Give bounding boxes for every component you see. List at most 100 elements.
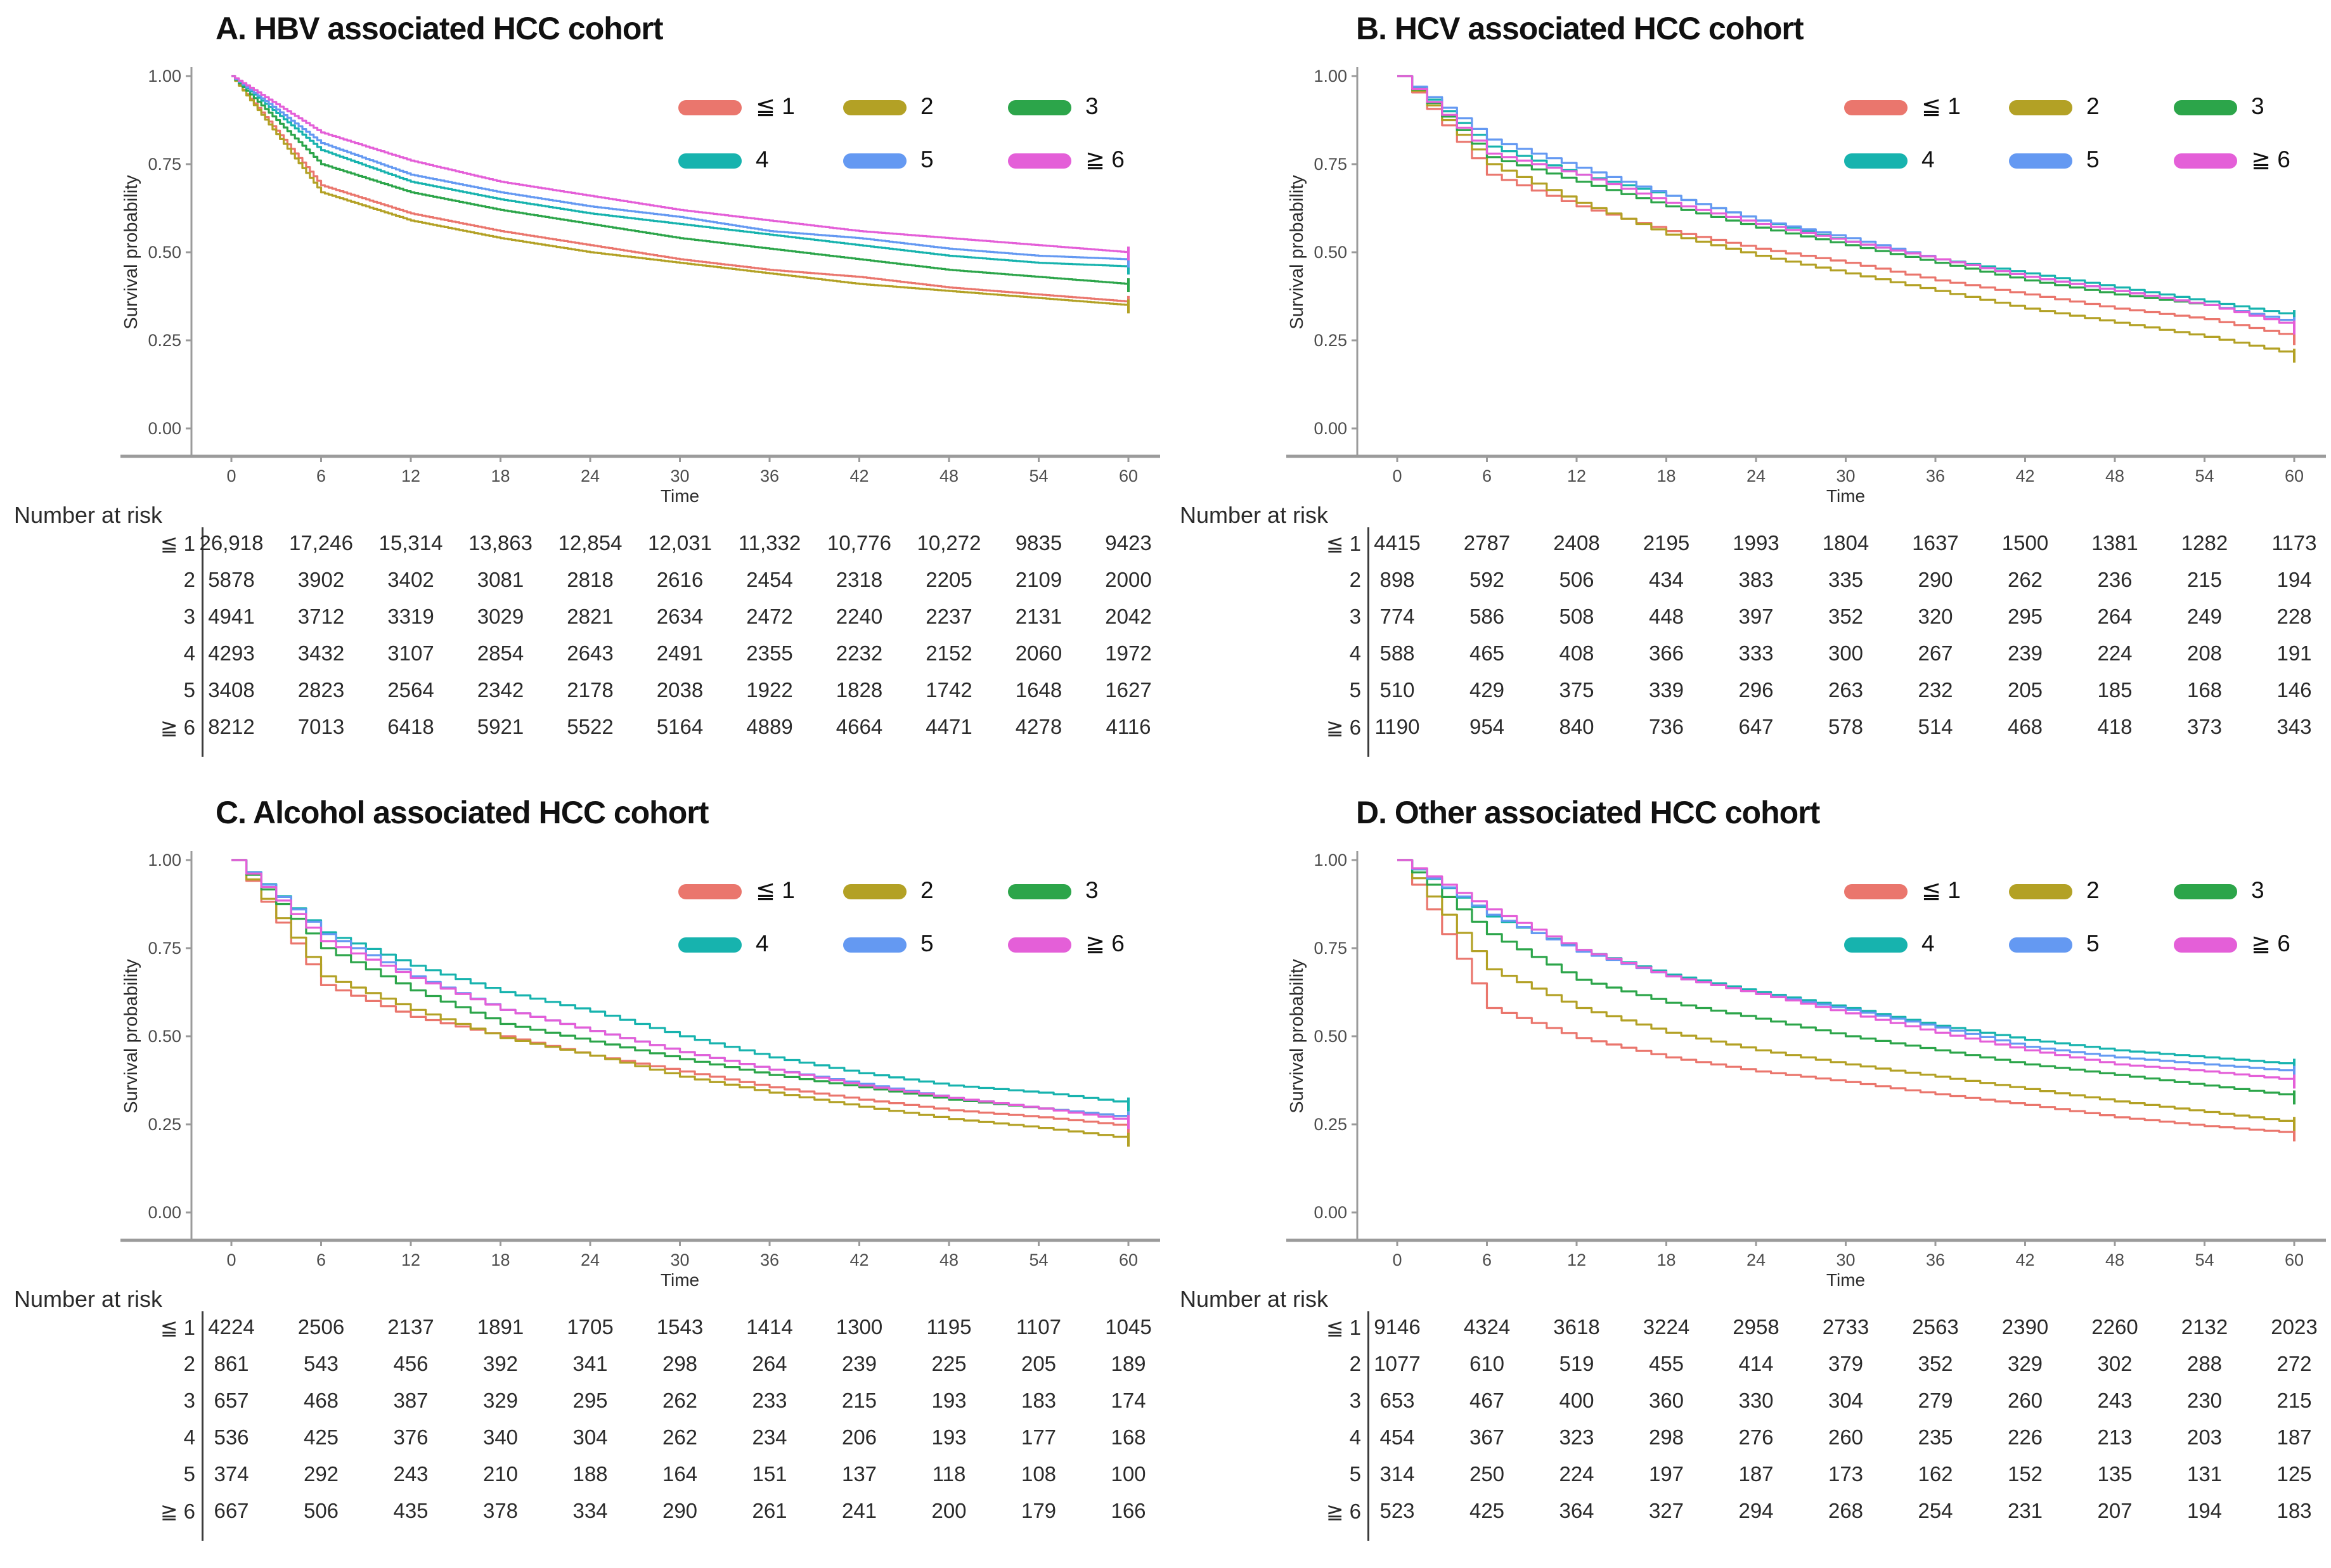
risk-count: 2042 bbox=[1105, 605, 1152, 628]
risk-count: 320 bbox=[1918, 605, 1953, 628]
risk-count: 205 bbox=[1021, 1352, 1057, 1375]
risk-row-label: 2 bbox=[1349, 568, 1361, 591]
risk-count: 1282 bbox=[2181, 531, 2228, 555]
risk-count: 335 bbox=[1828, 568, 1864, 591]
risk-count: 164 bbox=[662, 1462, 698, 1486]
risk-count: 592 bbox=[1469, 568, 1505, 591]
x-tick-label: 6 bbox=[316, 466, 326, 485]
risk-row-label: ≧ 6 bbox=[160, 1500, 195, 1523]
legend-label-4: 4 bbox=[756, 146, 769, 172]
risk-count: 418 bbox=[2097, 715, 2133, 738]
legend-swatch-6 bbox=[1008, 153, 1071, 169]
risk-count: 5522 bbox=[567, 715, 614, 738]
y-tick-label: 0.50 bbox=[148, 1027, 181, 1046]
legend-swatch-2 bbox=[843, 100, 907, 115]
risk-count: 194 bbox=[2186, 1499, 2223, 1522]
risk-count: 243 bbox=[393, 1462, 429, 1486]
risk-count: 189 bbox=[1111, 1352, 1146, 1375]
risk-count: 26,918 bbox=[199, 531, 264, 555]
risk-count: 2821 bbox=[567, 605, 614, 628]
survival-curve-5 bbox=[231, 75, 1130, 260]
risk-count: 435 bbox=[393, 1499, 429, 1522]
legend-swatch-5 bbox=[2009, 937, 2072, 953]
risk-count: 364 bbox=[1559, 1499, 1594, 1522]
x-tick-label: 24 bbox=[1747, 466, 1766, 485]
x-tick-label: 0 bbox=[226, 1250, 236, 1269]
risk-count: 304 bbox=[572, 1425, 608, 1449]
legend-label-1: ≦ 1 bbox=[1921, 93, 1961, 119]
x-tick-label: 6 bbox=[1482, 1250, 1492, 1269]
risk-count: 667 bbox=[214, 1499, 249, 1522]
x-tick-label: 42 bbox=[2015, 1250, 2034, 1269]
risk-count: 1891 bbox=[477, 1315, 524, 1339]
risk-table-hbv: ≦ 1 26,918 17,246 15,314 13,863 12,854 12,031 1… bbox=[120, 527, 1163, 762]
risk-count: 2390 bbox=[2001, 1315, 2049, 1339]
risk-count: 1972 bbox=[1105, 641, 1152, 665]
y-tick-label: 0.75 bbox=[1314, 155, 1347, 174]
risk-count: 333 bbox=[1738, 641, 1774, 665]
risk-count: 647 bbox=[1738, 715, 1774, 738]
risk-count: 330 bbox=[1738, 1389, 1774, 1412]
risk-row-label: 3 bbox=[183, 1389, 195, 1412]
risk-count: 215 bbox=[2186, 568, 2223, 591]
risk-count: 1500 bbox=[2001, 531, 2049, 555]
risk-count: 263 bbox=[1828, 678, 1864, 702]
x-tick-label: 48 bbox=[940, 1250, 959, 1269]
risk-count: 861 bbox=[214, 1352, 249, 1375]
risk-row-label: 5 bbox=[183, 1462, 195, 1486]
survival-curve-2 bbox=[1397, 859, 2295, 1123]
risk-row-label: 2 bbox=[1349, 1352, 1361, 1375]
x-tick-label: 54 bbox=[2195, 466, 2214, 485]
risk-count: 4941 bbox=[208, 605, 255, 628]
legend-label-3: 3 bbox=[2251, 93, 2264, 119]
risk-row-label: ≦ 1 bbox=[160, 532, 195, 555]
risk-count: 272 bbox=[2276, 1352, 2312, 1375]
legend-swatch-3 bbox=[1008, 100, 1071, 115]
risk-row-label: 2 bbox=[183, 568, 195, 591]
y-tick-label: 0.00 bbox=[1314, 1203, 1347, 1222]
x-tick-label: 18 bbox=[491, 1250, 510, 1269]
risk-count: 151 bbox=[752, 1462, 787, 1486]
x-axis-title: Time bbox=[1826, 486, 1865, 504]
risk-count: 4293 bbox=[208, 641, 255, 665]
risk-count: 2000 bbox=[1105, 568, 1152, 591]
risk-table-other: ≦ 1 9146 4324 3618 3224 2958 2733 2563 2390 2260 2… bbox=[1286, 1311, 2329, 1546]
legend-swatch-1 bbox=[1844, 884, 1908, 899]
risk-count: 2733 bbox=[1822, 1315, 1869, 1339]
risk-count: 425 bbox=[303, 1425, 339, 1449]
legend-label-6: ≧ 6 bbox=[2251, 146, 2290, 172]
risk-count: 295 bbox=[572, 1389, 608, 1412]
risk-count: 225 bbox=[931, 1352, 967, 1375]
risk-count: 260 bbox=[1828, 1425, 1864, 1449]
risk-count: 898 bbox=[1379, 568, 1415, 591]
legend-label-5: 5 bbox=[2086, 930, 2100, 956]
x-tick-label: 24 bbox=[581, 1250, 600, 1269]
risk-count: 508 bbox=[1559, 605, 1594, 628]
risk-count: 131 bbox=[2186, 1462, 2223, 1486]
risk-count: 230 bbox=[2186, 1389, 2223, 1412]
risk-count: 1828 bbox=[836, 678, 883, 702]
x-tick-label: 48 bbox=[2105, 1250, 2124, 1269]
x-tick-label: 0 bbox=[226, 466, 236, 485]
risk-count: 250 bbox=[1469, 1462, 1505, 1486]
risk-count: 290 bbox=[662, 1499, 698, 1522]
y-axis-title: Survival probability bbox=[1287, 175, 1307, 330]
y-axis-title: Survival probability bbox=[1287, 959, 1307, 1114]
risk-table-rule bbox=[202, 1311, 203, 1541]
risk-count: 206 bbox=[841, 1425, 877, 1449]
risk-count: 4324 bbox=[1463, 1315, 1511, 1339]
risk-count: 213 bbox=[2097, 1425, 2133, 1449]
x-tick-label: 12 bbox=[401, 466, 420, 485]
survival-curve-4 bbox=[231, 859, 1130, 1103]
survival-chart-alcohol: 1.00 0.75 0.50 0.25 0.00 Survival probability… bbox=[120, 851, 1160, 1288]
legend-label-5: 5 bbox=[920, 930, 934, 956]
y-axis-title: Survival probability bbox=[121, 959, 141, 1114]
y-tick-label: 1.00 bbox=[148, 67, 181, 86]
risk-count: 379 bbox=[1828, 1352, 1864, 1375]
x-tick-label: 30 bbox=[670, 466, 689, 485]
x-tick-label: 42 bbox=[2015, 466, 2034, 485]
x-axis-title: Time bbox=[1826, 1270, 1865, 1288]
risk-count: 2854 bbox=[477, 641, 524, 665]
risk-count: 2038 bbox=[656, 678, 704, 702]
y-tick-label: 0.25 bbox=[148, 331, 181, 350]
